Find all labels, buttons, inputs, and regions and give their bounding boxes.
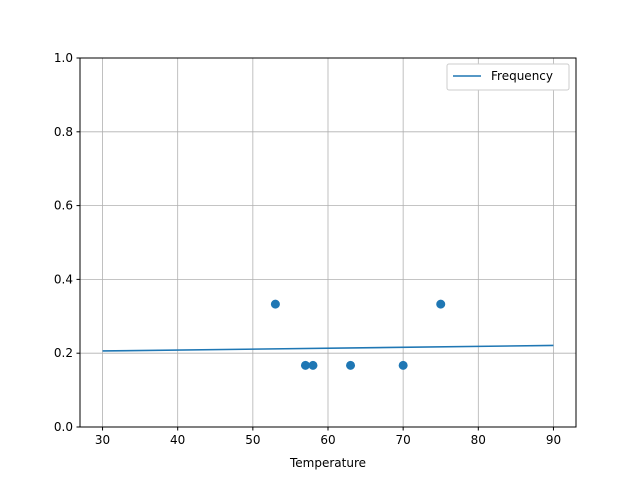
legend: Frequency (446, 63, 570, 91)
x-tick-label: 70 (396, 433, 411, 447)
y-tick-label: 0.8 (54, 125, 73, 139)
scatter-point (270, 299, 280, 309)
legend-label: Frequency (491, 69, 553, 83)
y-tick-label: 1.0 (54, 51, 73, 65)
scatter-point (436, 299, 446, 309)
scatter-point (398, 360, 408, 370)
y-tick-label: 0.2 (54, 346, 73, 360)
frequency-line (102, 344, 554, 352)
scatter-point (346, 360, 356, 370)
x-tick-label: 50 (245, 433, 260, 447)
x-axis-label: Temperature (289, 456, 366, 470)
x-tick-label: 90 (546, 433, 561, 447)
scatter-point (308, 360, 318, 370)
ticks: 30 40 50 60 70 80 90 0.0 0.2 0.4 0.6 0.8 1.0 (54, 51, 561, 447)
scatter-point (300, 360, 310, 370)
marks (102, 299, 554, 370)
x-tick-label: 80 (471, 433, 486, 447)
x-tick-label: 40 (170, 433, 185, 447)
x-tick-label: 60 (320, 433, 335, 447)
y-tick-label: 0.0 (54, 420, 73, 434)
y-tick-label: 0.6 (54, 199, 73, 213)
x-tick-label: 30 (95, 433, 110, 447)
y-tick-label: 0.4 (54, 272, 73, 286)
